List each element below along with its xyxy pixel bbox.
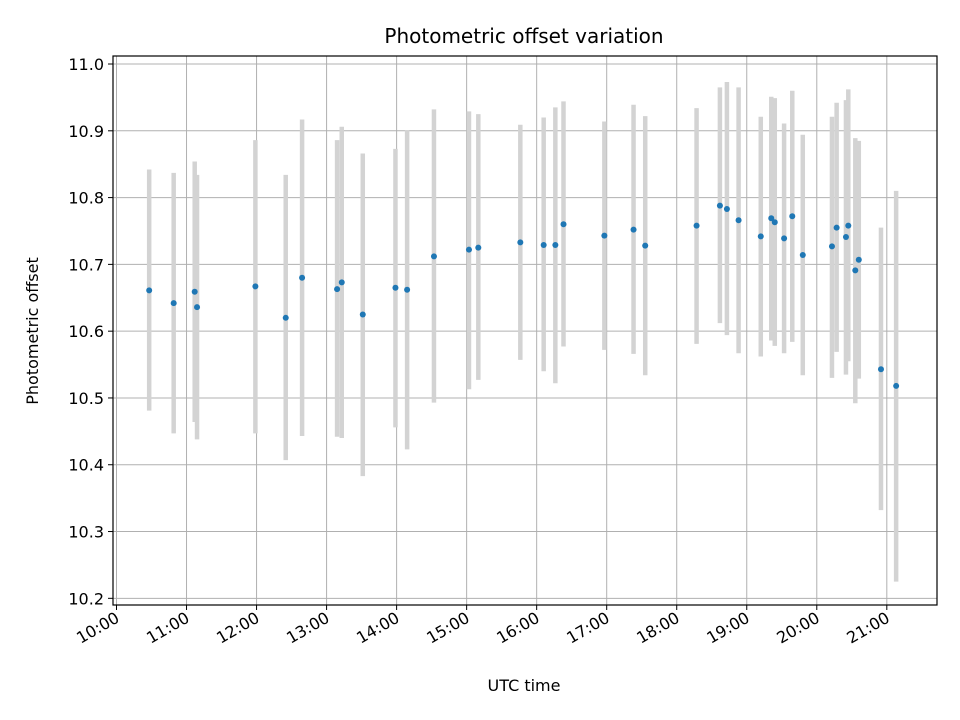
- data-point: [194, 304, 201, 311]
- x-tick-label: 20:00: [773, 608, 822, 648]
- data-point: [781, 235, 788, 242]
- x-tick-label: 19:00: [703, 608, 752, 648]
- y-tick-label: 10.3: [68, 523, 104, 542]
- y-tick-label: 10.5: [68, 389, 104, 408]
- data-point: [560, 221, 567, 228]
- data-point: [359, 311, 366, 318]
- data-point: [771, 219, 778, 226]
- data-point: [799, 252, 806, 259]
- data-point: [191, 288, 198, 295]
- data-point: [757, 233, 764, 240]
- x-tick-label: 17:00: [563, 608, 612, 648]
- data-point: [855, 256, 862, 263]
- y-tick-label: 11.0: [68, 55, 104, 74]
- x-tick-label: 13:00: [283, 608, 332, 648]
- data-point: [282, 314, 289, 321]
- x-tick-label: 14:00: [353, 608, 402, 648]
- data-point: [852, 267, 859, 274]
- data-point: [252, 283, 259, 290]
- data-point: [465, 246, 472, 253]
- data-point: [716, 202, 723, 209]
- data-point: [299, 274, 306, 281]
- data-point: [845, 222, 852, 229]
- data-point: [735, 217, 742, 224]
- y-tick-label: 10.9: [68, 122, 104, 141]
- data-point: [877, 366, 884, 373]
- grid-lines: [113, 56, 937, 605]
- y-tick-label: 10.7: [68, 255, 104, 274]
- data-point: [146, 287, 153, 294]
- plot-frame: [112, 55, 938, 606]
- y-tick-label: 10.6: [68, 322, 104, 341]
- data-point: [404, 286, 411, 293]
- data-point: [601, 232, 608, 239]
- data-point: [430, 253, 437, 260]
- data-point: [828, 243, 835, 250]
- error-bars: [146, 82, 899, 582]
- data-point: [693, 222, 700, 229]
- data-point: [833, 224, 840, 231]
- data-point: [552, 242, 559, 249]
- x-tick-label: 11:00: [143, 608, 192, 648]
- data-point: [338, 279, 345, 286]
- y-tick-label: 10.8: [68, 189, 104, 208]
- x-tick-label: 10:00: [73, 608, 122, 648]
- data-point: [170, 300, 177, 307]
- data-points: [146, 202, 900, 389]
- data-point: [334, 286, 341, 293]
- y-tick-label: 10.2: [68, 589, 104, 608]
- x-tick-label: 21:00: [843, 608, 892, 648]
- data-point: [642, 242, 649, 249]
- x-tick-label: 12:00: [213, 608, 262, 648]
- data-point: [630, 226, 637, 233]
- data-point: [842, 233, 849, 240]
- data-point: [517, 239, 524, 246]
- y-tick-label: 10.4: [68, 456, 104, 475]
- data-point: [893, 382, 900, 389]
- y-axis-label: Photometric offset: [23, 257, 42, 405]
- data-point: [723, 205, 730, 212]
- data-point: [540, 242, 547, 249]
- x-axis-label: UTC time: [488, 676, 561, 695]
- data-point: [392, 284, 399, 291]
- chart-title: Photometric offset variation: [384, 24, 663, 48]
- data-point: [768, 215, 775, 222]
- x-tick-label: 16:00: [493, 608, 542, 648]
- x-tick-label: 15:00: [423, 608, 472, 648]
- x-tick-label: 18:00: [633, 608, 682, 648]
- data-point: [475, 244, 482, 251]
- data-point: [789, 213, 796, 220]
